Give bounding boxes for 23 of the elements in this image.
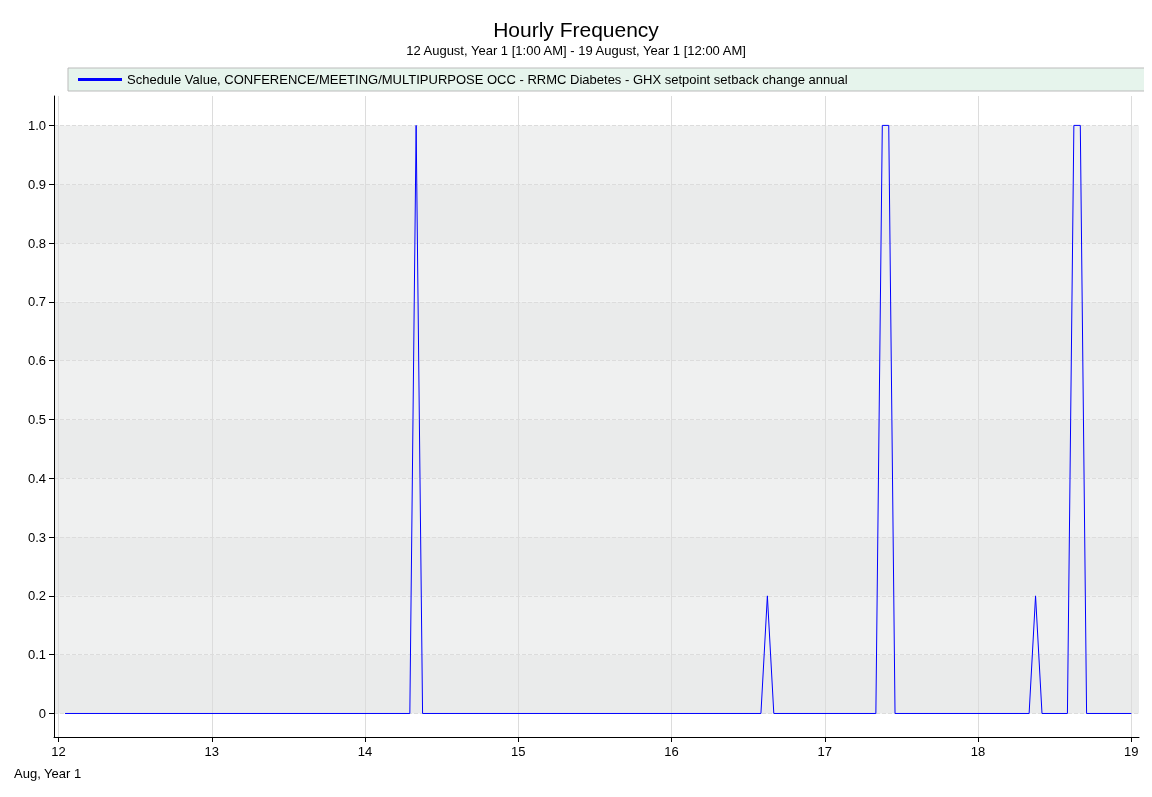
y-tick-label: 0.5 xyxy=(27,411,46,427)
y-tick-label: 0.4 xyxy=(27,470,46,486)
x-tick-label: 12 xyxy=(51,744,66,759)
y-tick-label: 0.9 xyxy=(27,176,46,192)
x-tick-label: 19 xyxy=(1124,744,1139,759)
x-tick-label: 16 xyxy=(664,744,679,759)
y-tick-label: 0.7 xyxy=(27,294,46,310)
y-tick-label: 0.3 xyxy=(27,529,46,545)
x-tick-label: 14 xyxy=(357,744,373,759)
chart-subtitle: 12 August, Year 1 [1:00 AM] - 19 August, Year 1 [12:00 AM] xyxy=(406,43,746,58)
y-tick-label: 0.2 xyxy=(27,588,46,604)
y-tick-label: 0.1 xyxy=(27,647,46,663)
x-axis-title: Aug, Year 1 xyxy=(14,766,82,781)
x-tick-label: 13 xyxy=(204,744,220,759)
y-tick-label: 0 xyxy=(38,705,46,721)
x-tick-label: 15 xyxy=(511,744,526,759)
legend-label: Schedule Value, CONFERENCE/MEETING/MULTIPURPOSE OCC - RRMC Diabetes - GHX setpoint setback change annual xyxy=(127,72,848,87)
y-tick-label: 0.6 xyxy=(27,353,46,369)
x-tick-label: 18 xyxy=(970,744,986,759)
y-tick-label: 1.0 xyxy=(27,117,46,133)
x-tick-label: 17 xyxy=(817,744,833,759)
chart-title: Hourly Frequency xyxy=(493,18,660,41)
y-tick-label: 0.8 xyxy=(27,235,46,251)
